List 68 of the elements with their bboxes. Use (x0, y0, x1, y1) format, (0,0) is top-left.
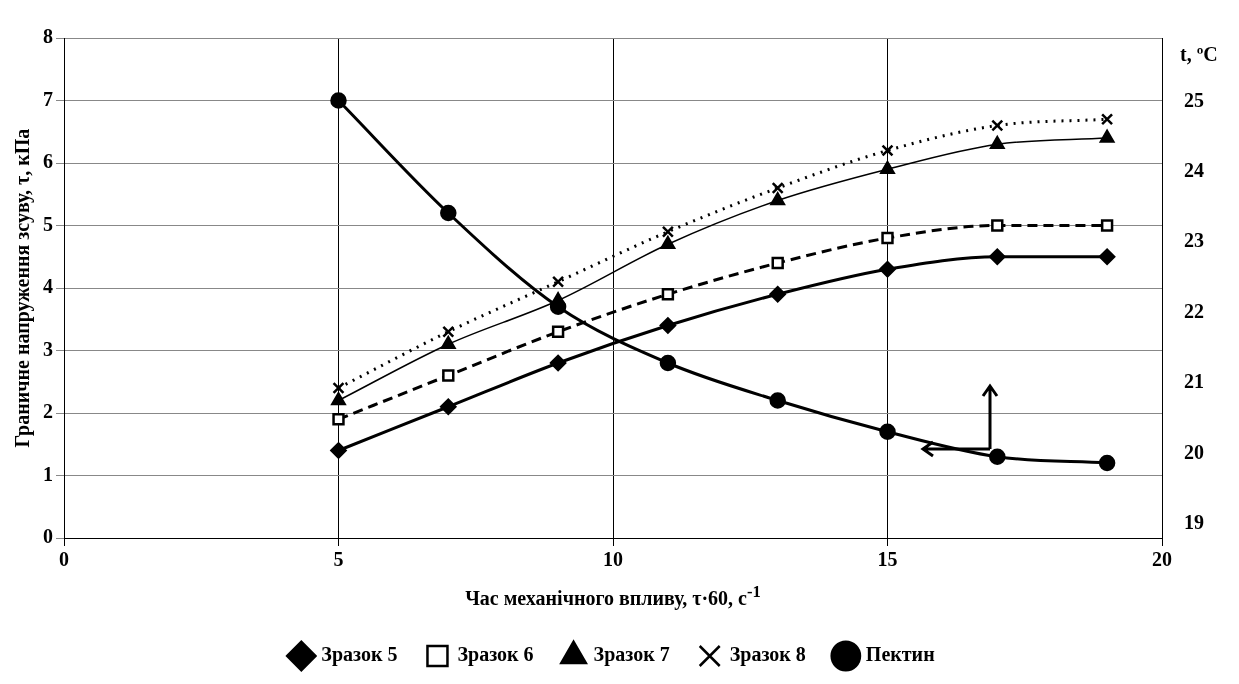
point (1100, 113, 1114, 126)
point (881, 144, 894, 157)
x-tick-label: 15 (877, 548, 898, 571)
x-axis-title: Час механічного впливу, τ·60, с$^{-1}$ (464, 582, 762, 610)
y-tick-label: 4 (43, 275, 53, 298)
legend-label: Зразок 6 (457, 643, 534, 667)
y-tick-label: 7 (43, 87, 53, 110)
x-tick-label: 0 (59, 548, 69, 571)
point (989, 136, 1005, 149)
point (330, 92, 347, 109)
x-tick-label: 20 (1152, 548, 1172, 571)
legend-label: Пектин (865, 643, 935, 666)
point (880, 161, 895, 174)
point (769, 286, 786, 303)
point (661, 225, 675, 238)
point (659, 317, 677, 334)
point (1100, 219, 1114, 232)
point (991, 119, 1004, 132)
y-tick-label: 2 (43, 400, 53, 423)
point (1098, 454, 1116, 472)
point (769, 392, 786, 409)
y-axis-title: Граничне напруження зсуву, τ, кПа (11, 128, 35, 448)
y2-tick-label: 24 (1184, 158, 1204, 181)
point (1099, 129, 1115, 143)
y2-tick-label: 22 (1184, 299, 1204, 322)
point (549, 354, 567, 372)
point (440, 336, 456, 349)
point (330, 442, 347, 459)
point (332, 413, 345, 426)
point (440, 204, 457, 222)
point (991, 219, 1004, 232)
legend-label: Зразок 8 (729, 643, 806, 667)
point (550, 292, 566, 306)
point (989, 248, 1006, 265)
y2-axis-title: t, ºC (1180, 43, 1218, 66)
y-tick-label: 1 (43, 462, 53, 485)
point (1098, 248, 1116, 265)
point (771, 256, 784, 270)
point (660, 236, 676, 249)
point (879, 261, 896, 278)
y2-tick-label: 21 (1184, 370, 1204, 393)
x-tick-label: 5 (333, 548, 344, 571)
point (331, 392, 346, 406)
point (770, 192, 786, 206)
point (659, 354, 677, 372)
point (881, 231, 894, 245)
point (551, 275, 565, 288)
point (879, 423, 896, 440)
y-tick-label: 0 (43, 525, 53, 548)
point (442, 369, 455, 382)
point (551, 325, 565, 338)
y2-tick-label: 19 (1184, 511, 1204, 534)
y-tick-label: 8 (43, 25, 53, 48)
point (440, 398, 457, 415)
y2-tick-label: 25 (1184, 88, 1204, 111)
point (661, 288, 675, 301)
x-tick-label: 10 (603, 548, 623, 571)
point (332, 381, 345, 395)
y-tick-label: 5 (43, 212, 53, 235)
y2-tick-label: 23 (1184, 229, 1204, 252)
y-tick-label: 6 (43, 150, 53, 173)
legend-label: Зразок 7 (593, 643, 670, 667)
point (989, 448, 1006, 465)
point (442, 325, 455, 338)
point (771, 181, 784, 195)
legend-label: Зразок 5 (321, 643, 398, 667)
y-tick-label: 3 (43, 337, 53, 360)
y2-tick-label: 20 (1184, 440, 1204, 463)
